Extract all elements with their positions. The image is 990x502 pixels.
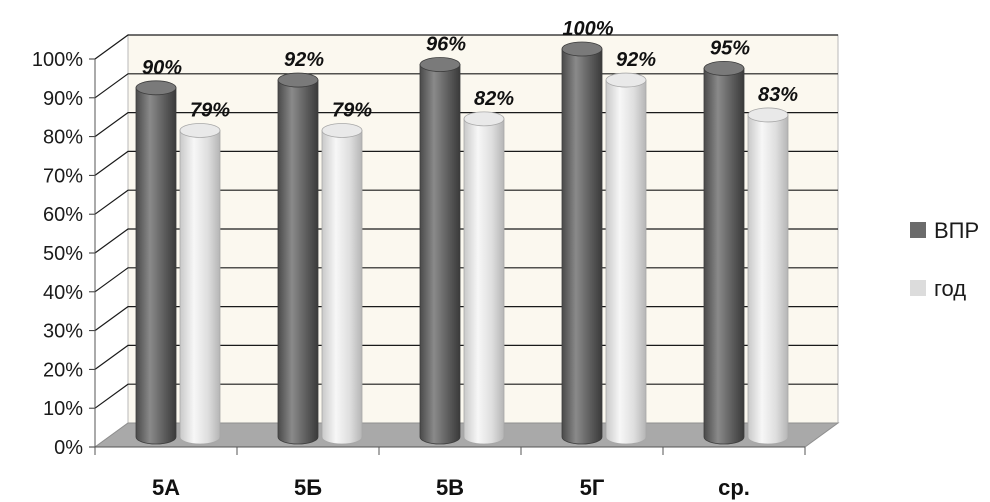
legend-label: год (934, 276, 966, 301)
bar-body (747, 114, 789, 445)
legend-swatch (910, 280, 926, 296)
bar-body (703, 68, 745, 445)
legend-label: ВПР (934, 218, 979, 243)
bar (321, 123, 363, 445)
bar-top (135, 80, 177, 96)
bar (561, 41, 603, 445)
bar (605, 72, 647, 445)
bar-body (605, 79, 647, 445)
y-tick-label: 70% (43, 165, 83, 187)
y-tick-label: 100% (32, 49, 83, 71)
bar (419, 57, 461, 445)
bar-top (605, 72, 647, 88)
bar (135, 80, 177, 445)
bar-body (463, 118, 505, 445)
y-tick-label: 10% (43, 398, 83, 420)
data-label: 79% (332, 99, 372, 121)
x-category-label: 5А (152, 475, 180, 500)
bar-body (321, 130, 363, 445)
bar-top (277, 72, 319, 88)
bar-body (277, 79, 319, 445)
bar (179, 123, 221, 445)
data-label: 92% (284, 49, 324, 71)
y-tick-label: 80% (43, 127, 83, 149)
y-tick-label: 20% (43, 359, 83, 381)
bar-body (419, 64, 461, 445)
bar (463, 111, 505, 445)
data-label: 79% (190, 99, 230, 121)
bar-top (179, 123, 221, 138)
bar-top (561, 41, 603, 57)
bar-body (135, 87, 177, 445)
data-label: 92% (616, 49, 656, 71)
data-label: 96% (426, 34, 466, 56)
data-label: 82% (474, 88, 514, 110)
y-tick-label: 60% (43, 204, 83, 226)
bar-top (747, 107, 789, 123)
y-tick-label: 90% (43, 88, 83, 110)
y-tick-label: 40% (43, 282, 83, 304)
y-tick-label: 50% (43, 243, 83, 265)
bar-body (561, 48, 603, 445)
y-tick-label: 0% (54, 437, 83, 459)
legend-swatch (910, 222, 926, 238)
gridline (94, 34, 838, 60)
bar-top (419, 57, 461, 72)
bar-top (321, 123, 363, 138)
data-label: 100% (562, 18, 613, 40)
bar (747, 107, 789, 445)
x-category-label: ср. (718, 475, 750, 500)
y-tick-label: 30% (43, 321, 83, 343)
x-category-label: 5Б (294, 475, 322, 500)
data-label: 83% (758, 84, 798, 106)
bar (703, 61, 745, 445)
bar-body (179, 130, 221, 445)
bar-top (703, 61, 745, 76)
bar-top (463, 111, 505, 127)
bar (277, 72, 319, 445)
x-category-label: 5Г (580, 475, 605, 500)
data-label: 95% (710, 37, 750, 59)
x-category-label: 5В (436, 475, 464, 500)
data-label: 90% (142, 57, 182, 79)
